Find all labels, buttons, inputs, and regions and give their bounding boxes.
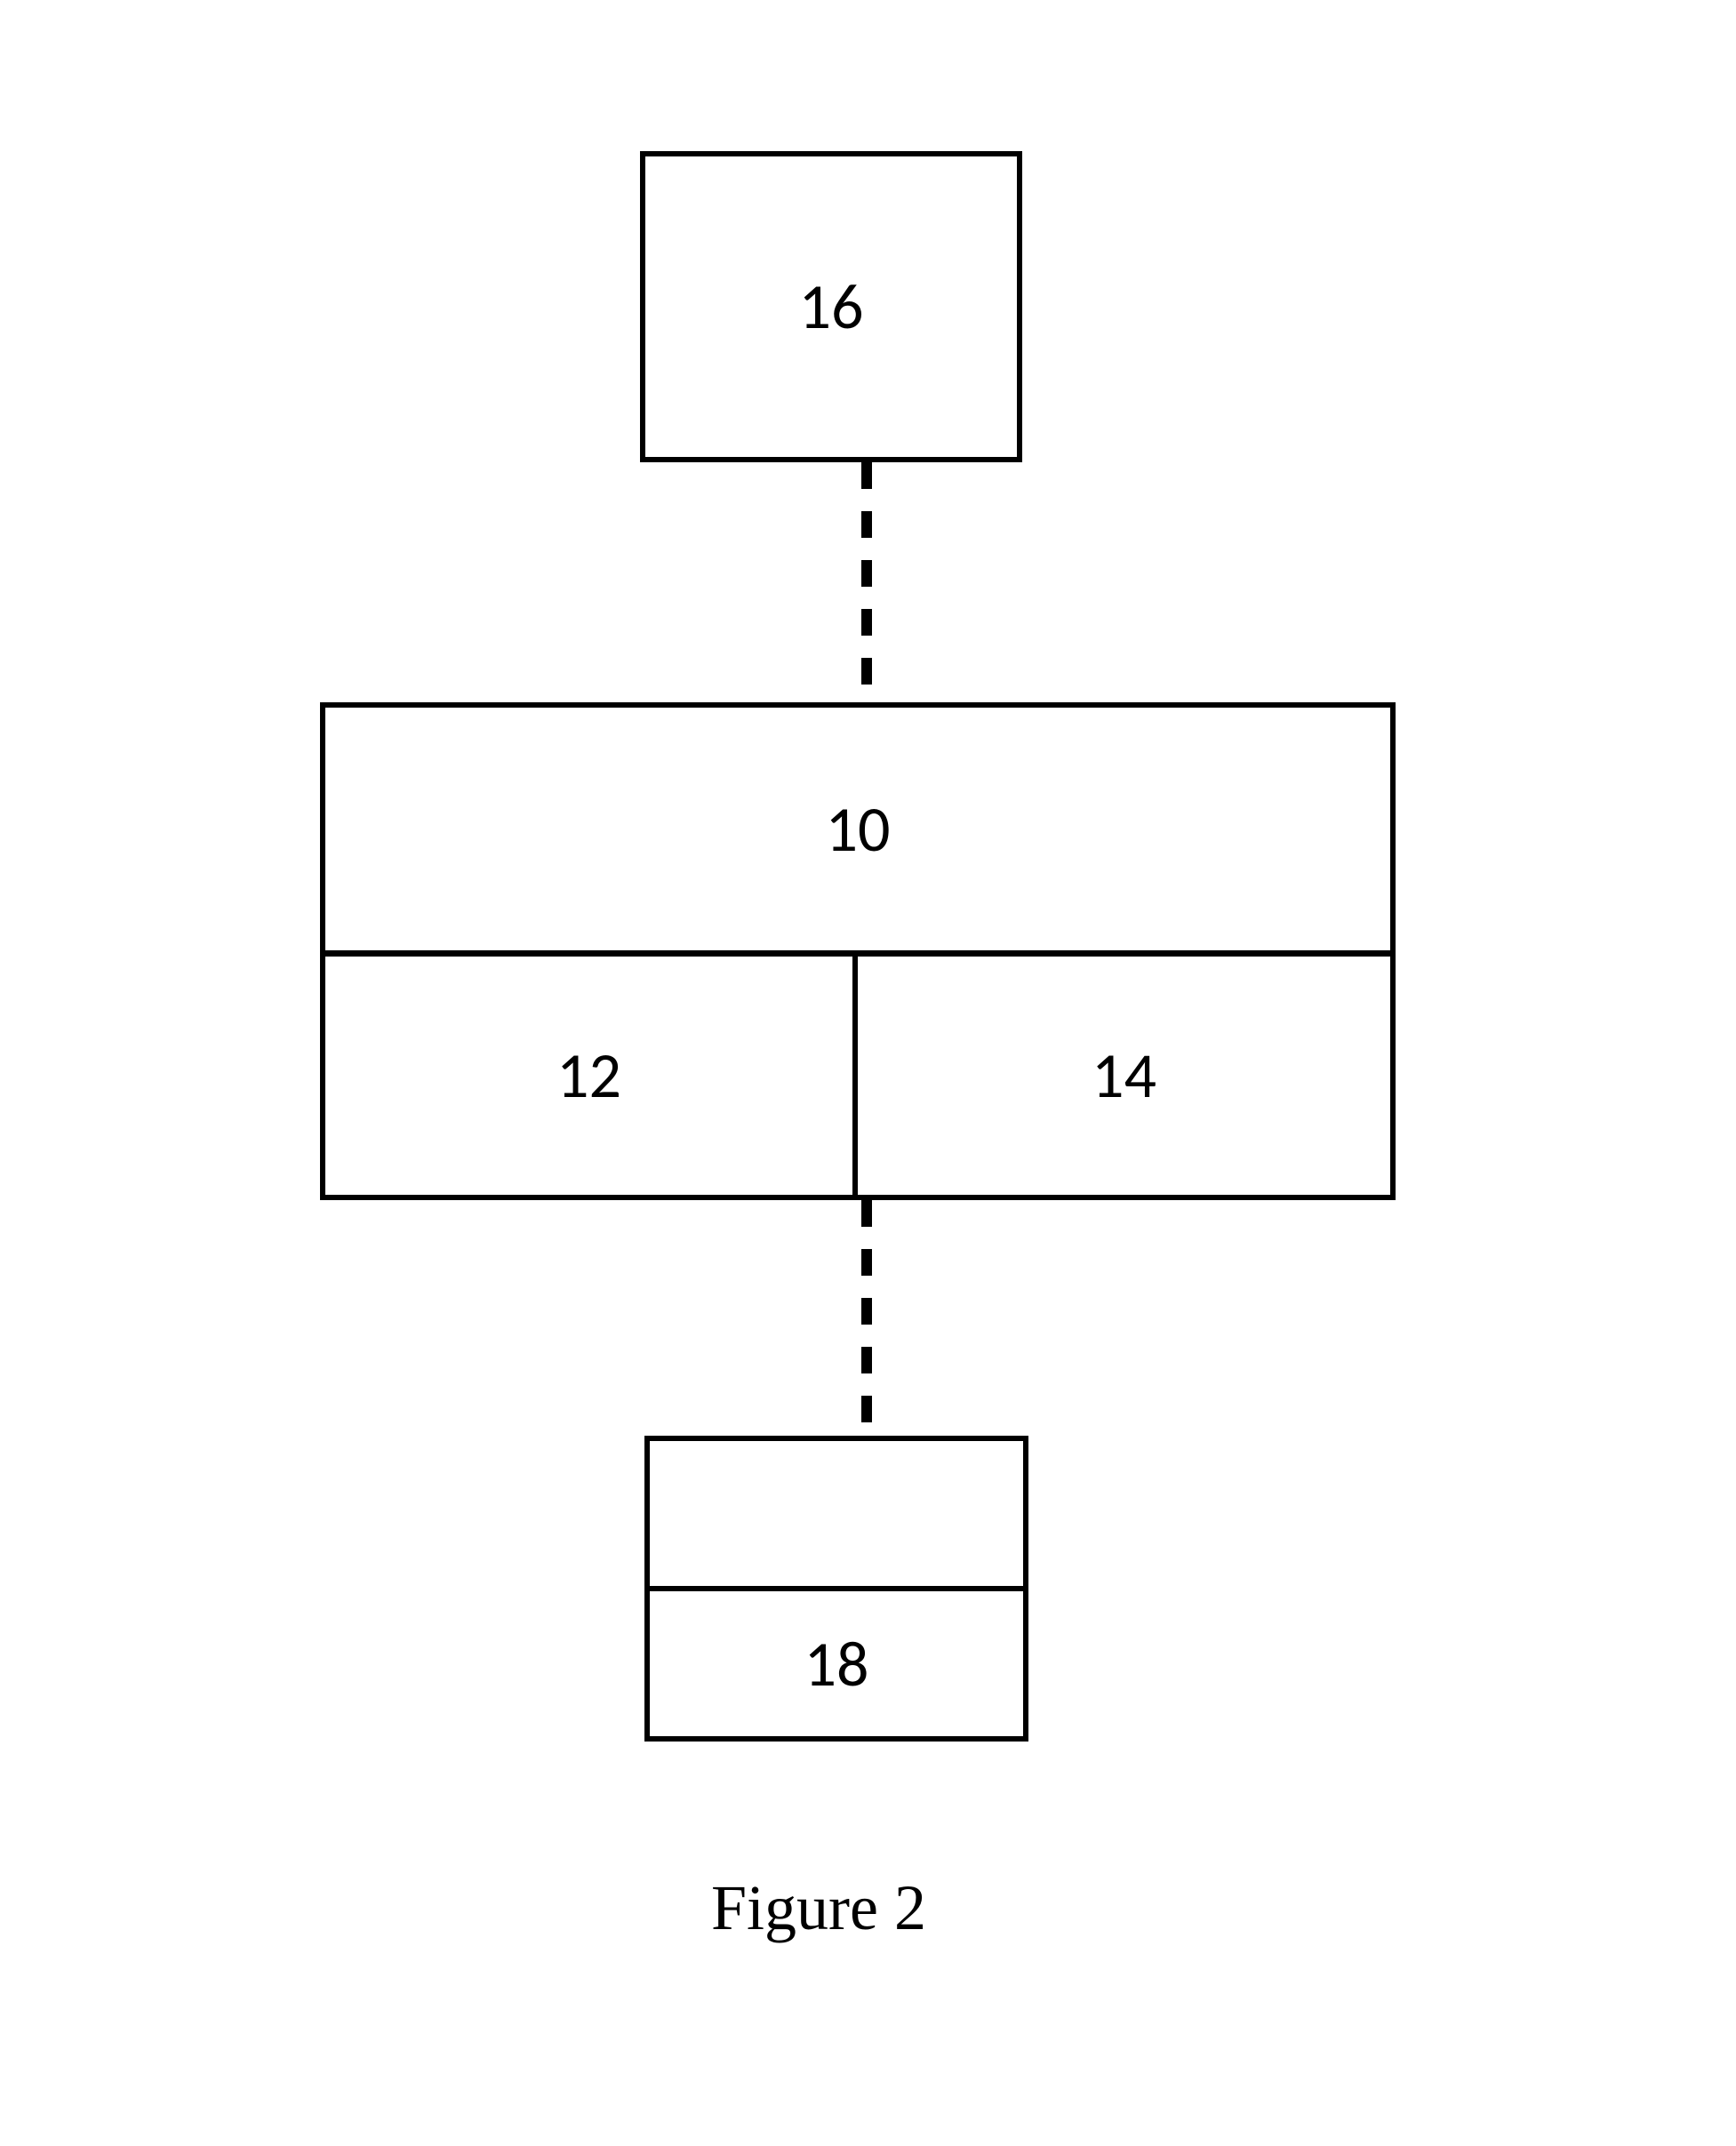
box-14-label: 14	[1092, 1037, 1156, 1115]
box-16: 16	[640, 151, 1022, 462]
box-10: 10	[320, 702, 1396, 956]
figure-caption: Figure 2	[711, 1871, 926, 1945]
box-12-label: 12	[556, 1037, 621, 1115]
diagram-container: 16 10 12 14 18 Figure 2	[0, 0, 1736, 2146]
box-12: 12	[320, 951, 858, 1200]
caption-text: Figure 2	[711, 1872, 926, 1943]
box-10-label: 10	[826, 790, 891, 869]
box-14: 14	[852, 951, 1396, 1200]
box-16-label: 16	[799, 268, 864, 346]
box-18-bottom-label: 18	[804, 1625, 869, 1703]
box-18-bottom: 18	[644, 1586, 1028, 1742]
box-18-top	[644, 1436, 1028, 1591]
